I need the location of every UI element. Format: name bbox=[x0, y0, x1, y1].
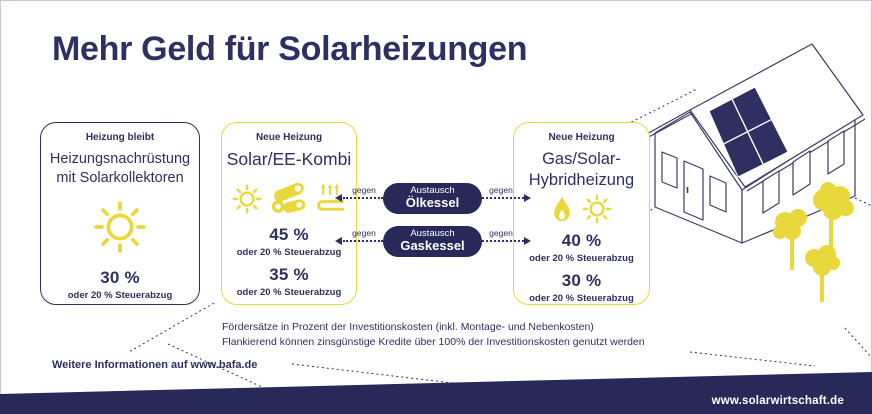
more-info-text: Weitere Informationen auf www.bafa.de bbox=[52, 359, 258, 371]
rate-value: 35 % bbox=[269, 264, 309, 284]
arrow-right-icon bbox=[524, 236, 531, 245]
flame-icon bbox=[554, 196, 570, 221]
rate-note: oder 20 % Steuerabzug bbox=[529, 293, 634, 304]
card-tag: Heizung bleibt bbox=[85, 132, 155, 143]
card-title: Gas/Solar- Hybridheizung bbox=[528, 150, 635, 189]
footnote-line: Fördersätze in Prozent der Investitionsk… bbox=[222, 321, 594, 333]
rate-value: 30 % bbox=[561, 271, 602, 290]
dotted-connector bbox=[482, 197, 524, 199]
dotted-connector bbox=[343, 197, 383, 199]
solar-panel-icon bbox=[708, 86, 789, 178]
card-heating-stays: Heizung bleibt Heizungsnachrüstung mit S… bbox=[40, 122, 200, 305]
wood-logs-icon bbox=[271, 183, 306, 214]
badge-line1: Austausch bbox=[410, 184, 455, 196]
dotted-connector bbox=[343, 240, 383, 242]
gegen-label: gegen bbox=[352, 228, 376, 238]
arrow-left-icon bbox=[335, 236, 342, 245]
badge-line2: Gaskessel bbox=[400, 238, 465, 254]
card-solar-ee-kombi: Neue Heizung Solar/EE-Kombi bbox=[221, 122, 357, 305]
website-text: www.solarwirtschaft.de bbox=[711, 395, 844, 407]
gegen-label: gegen bbox=[489, 228, 513, 238]
footnotes: Fördersätze in Prozent der Investitionsk… bbox=[222, 320, 645, 350]
rate-value: 45 % bbox=[269, 224, 309, 244]
underfloor-heating-icon bbox=[317, 183, 345, 211]
badge-line1: Austausch bbox=[410, 227, 455, 239]
badge-austausch-oelkessel: Austausch Ölkessel bbox=[383, 183, 482, 214]
rate-value: 40 % bbox=[561, 231, 602, 250]
card-tag: Neue Heizung bbox=[255, 132, 323, 143]
footnote-line: Flankierend können zinsgünstige Kredite … bbox=[222, 336, 645, 348]
card-title: Heizungsnachrüstung mit Solarkollektoren bbox=[49, 151, 191, 187]
door-illustration bbox=[683, 160, 704, 221]
badge-austausch-gaskessel: Austausch Gaskessel bbox=[383, 226, 482, 257]
rate-note: oder 20 % Steuerabzug bbox=[236, 246, 342, 258]
dotted-connector bbox=[482, 240, 524, 242]
sun-icon bbox=[94, 201, 146, 254]
card-title: Solar/EE-Kombi bbox=[226, 149, 352, 169]
arrow-right-icon bbox=[524, 193, 531, 202]
page-title: Mehr Geld für Solarheizungen bbox=[52, 30, 528, 68]
rate-value: 30 % bbox=[100, 268, 140, 288]
card-tag: Neue Heizung bbox=[548, 132, 615, 143]
bottom-band bbox=[0, 372, 872, 414]
badge-line2: Ölkessel bbox=[405, 195, 460, 211]
sun-icon bbox=[232, 184, 262, 214]
house-with-solar-panel-illustration bbox=[644, 43, 866, 244]
gegen-label: gegen bbox=[489, 185, 513, 195]
rate-note: oder 20 % Steuerabzug bbox=[529, 253, 634, 264]
trees-illustration bbox=[773, 182, 854, 302]
card-gas-solar-hybrid: Neue Heizung Gas/Solar- Hybridheizung bbox=[513, 122, 650, 305]
gegen-label: gegen bbox=[352, 185, 376, 195]
sun-icon bbox=[582, 194, 612, 224]
rate-note: oder 20 % Steuerabzug bbox=[67, 290, 173, 302]
arrow-left-icon bbox=[335, 193, 342, 202]
rate-note: oder 20 % Steuerabzug bbox=[236, 286, 342, 298]
